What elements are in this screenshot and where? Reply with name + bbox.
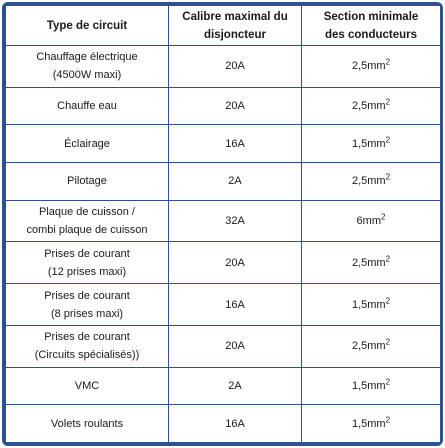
section-value: 2,5mm [351,175,386,188]
table-row: VMC 2A 1,5mm2 [5,366,441,406]
circuit-type-line1: Chauffage électrique [36,51,138,64]
circuit-type-line1: Prises de courant [44,247,130,260]
circuit-type-line1: Plaque de cuisson / [38,206,135,218]
circuit-type-line1: Éclairage [64,137,110,150]
section-exponent: 2 [385,377,391,387]
section-cell: 1,5mm2 [301,404,441,443]
circuit-type-cell: Prises de courant (Circuits spécialisés)) [5,324,169,368]
section-value: 2,5mm [351,60,386,73]
circuit-type-line2: (12 prises maxi) [47,265,127,278]
section-value: 2,5mm [351,256,386,269]
circuit-type-cell: Chauffe eau [5,86,169,126]
circuit-type-cell: Volets roulants [5,404,169,443]
header-calibre: Calibre maximal du disjoncteur [168,5,302,46]
circuit-type-line2: (8 prises maxi) [50,307,124,320]
circuit-type-cell: Chauffage électrique (4500W maxi) [5,45,169,88]
circuit-table: Type de circuit Calibre maximal du disjo… [5,5,441,443]
section-exponent: 2 [385,415,391,425]
circuit-type-cell: Prises de courant (12 prises maxi) [5,241,169,285]
circuit-type-line1: VMC [74,380,100,393]
circuit-type-line1: Volets roulants [50,417,124,430]
calibre-cell: 16A [168,124,302,163]
header-section: Section minimale des conducteurs [301,5,441,46]
calibre-cell: 32A [168,199,302,243]
section-cell: 2,5mm2 [301,241,441,285]
table-row: Chauffe eau 20A 2,5mm2 [5,86,441,126]
circuit-type-cell: Pilotage [5,162,169,201]
section-cell: 6mm2 [301,199,441,243]
calibre-cell: 20A [168,45,302,88]
calibre-cell: 2A [168,366,302,406]
section-value: 6mm [356,215,381,227]
section-value: 1,5mm [351,137,386,150]
table-row: Éclairage 16A 1,5mm2 [5,124,441,163]
section-exponent: 2 [385,97,391,107]
section-cell: 2,5mm2 [301,324,441,368]
section-exponent: 2 [385,295,391,305]
header-section-line1: Section minimale [323,10,419,23]
table-row: Prises de courant (Circuits spécialisés))… [5,324,441,368]
section-cell: 2,5mm2 [301,86,441,126]
table-row: Chauffage électrique (4500W maxi) 20A 2,5mm… [5,45,441,88]
header-type-label: Type de circuit [46,19,128,32]
header-calibre-line1: Calibre maximal du [182,10,288,23]
circuit-type-cell: Plaque de cuisson / combi plaque de cuiss… [5,199,169,243]
calibre-cell: 16A [168,404,302,443]
table-row: Prises de courant (8 prises maxi) 16A 1,5mm… [5,283,441,326]
circuit-type-line1: Pilotage [67,175,107,188]
section-value: 2,5mm [351,340,386,353]
circuit-type-cell: VMC [5,366,169,406]
calibre-cell: 20A [168,324,302,368]
header-calibre-line2: disjoncteur [204,28,266,41]
circuit-type-line1: Chauffe eau [57,100,117,113]
section-cell: 1,5mm2 [301,283,441,326]
calibre-cell: 16A [168,283,302,326]
circuit-type-cell: Prises de courant (8 prises maxi) [5,283,169,326]
section-cell: 1,5mm2 [301,366,441,406]
section-exponent: 2 [385,172,391,182]
circuit-type-line2: (4500W maxi) [52,69,122,82]
section-cell: 1,5mm2 [301,124,441,163]
header-section-line2: des conducteurs [324,28,418,41]
section-cell: 2,5mm2 [301,162,441,201]
section-value: 1,5mm [351,380,386,393]
section-exponent: 2 [385,135,391,145]
table-row: Volets roulants 16A 1,5mm2 [5,404,441,443]
section-value: 1,5mm [351,298,386,311]
table-header-row: Type de circuit Calibre maximal du disjo… [5,5,441,46]
calibre-cell: 2A [168,162,302,201]
calibre-cell: 20A [168,86,302,126]
section-exponent: 2 [385,337,391,347]
circuit-type-line1: Prises de courant [44,331,130,344]
circuit-type-cell: Éclairage [5,124,169,163]
table-row: Prises de courant (12 prises maxi) 20A 2,5m… [5,241,441,285]
calibre-cell: 20A [168,241,302,285]
circuit-type-line1: Prises de courant [44,289,130,302]
section-exponent: 2 [381,212,386,222]
section-value: 2,5mm [351,100,386,113]
circuit-type-line2: (Circuits spécialisés)) [34,349,140,362]
table-row: Pilotage 2A 2,5mm2 [5,162,441,201]
table-row: Plaque de cuisson / combi plaque de cuiss… [5,199,441,243]
section-exponent: 2 [385,57,391,67]
section-cell: 2,5mm2 [301,45,441,88]
header-type: Type de circuit [5,5,169,46]
circuit-type-line2: combi plaque de cuisson [26,224,148,236]
section-exponent: 2 [385,254,391,264]
section-value: 1,5mm [351,417,386,430]
